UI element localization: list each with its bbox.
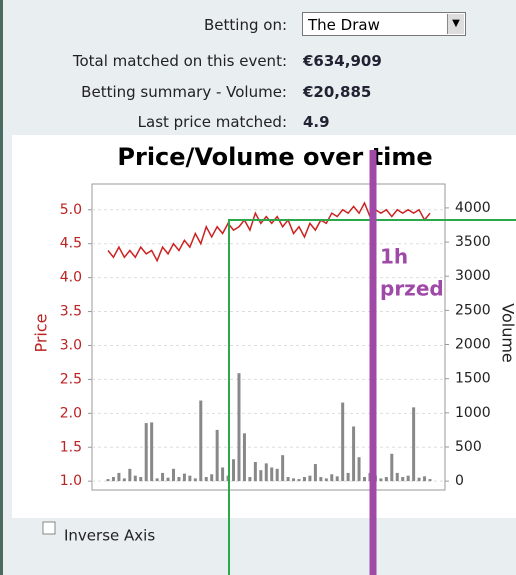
y2-tick-label: 2500: [455, 302, 491, 318]
volume-bar: [275, 468, 279, 482]
volume-bar: [270, 467, 274, 482]
volume-bar: [171, 468, 175, 482]
y-tick-label: 3.5: [60, 304, 82, 320]
chart-title: Price/Volume over time: [117, 143, 432, 171]
volume-bar: [248, 477, 252, 482]
y-tick-label: 1.5: [60, 439, 82, 455]
label: Total matched on this event:: [72, 52, 287, 70]
volume-bar: [319, 477, 323, 482]
volume-bar: [139, 477, 143, 482]
y2-tick-label: 3500: [455, 234, 491, 250]
border: [0, 0, 3, 575]
annotation-box: [228, 219, 516, 575]
volume-bar: [122, 478, 126, 482]
volume-bar: [210, 474, 214, 482]
volume-bar: [199, 400, 203, 482]
volume-bar: [384, 477, 388, 482]
y-axis-label: Price: [32, 313, 51, 352]
volume-bar: [204, 477, 208, 482]
volume-bar: [330, 474, 334, 482]
checkbox-label: Inverse Axis: [64, 527, 155, 545]
volume-bar: [286, 477, 290, 482]
volume-bar: [133, 475, 137, 482]
volume-bar: [363, 477, 367, 482]
checkbox[interactable]: [42, 521, 56, 535]
volume-bar: [417, 477, 421, 482]
volume-bar: [237, 373, 241, 482]
volume-bar: [428, 479, 432, 482]
volume-bar: [335, 476, 339, 482]
volume-bar: [117, 472, 121, 482]
y-tick-label: 4.0: [60, 270, 82, 286]
volume-bar: [302, 477, 306, 482]
y2-axis-label: Volume: [499, 303, 516, 363]
y-tick-label: 2.5: [60, 371, 82, 387]
volume-bar: [242, 433, 246, 482]
y-tick-label: 5.0: [60, 202, 82, 218]
volume-bar: [357, 457, 361, 482]
volume-bar: [297, 479, 301, 482]
volume-bar: [150, 422, 154, 482]
volume-bar: [346, 472, 350, 482]
selection: The Draw: [308, 16, 380, 34]
volume-bar: [161, 472, 165, 482]
value: 4.9: [303, 113, 330, 131]
volume-bar: [406, 475, 410, 482]
annotation-text: przed: [380, 277, 444, 301]
volume-bar: [215, 429, 219, 482]
volume-bar: [292, 478, 296, 482]
volume-bar: [111, 477, 115, 482]
volume-bar: [221, 467, 225, 482]
volume-bar: [144, 423, 148, 482]
volume-bar: [313, 464, 317, 482]
y-tick-label: 1.0: [60, 473, 82, 489]
volume-bar: [166, 477, 170, 482]
y2-tick-label: 3000: [455, 268, 491, 284]
y-tick-label: 4.5: [60, 236, 82, 252]
volume-bar: [352, 426, 356, 482]
y2-tick-label: 2000: [455, 337, 491, 353]
volume-bar: [341, 402, 345, 482]
volume-bar: [390, 453, 394, 482]
value: €634,909: [303, 52, 382, 70]
y-tick-label: 3.0: [60, 337, 82, 353]
label: Last price matched:: [137, 113, 287, 131]
volume-bar: [412, 407, 416, 482]
volume-bar: [423, 476, 427, 482]
volume-bar: [193, 478, 197, 482]
chart-bg: [12, 135, 516, 518]
volume-bar: [155, 478, 159, 482]
volume-bar: [177, 477, 181, 482]
y2-tick-label: 500: [455, 439, 482, 455]
dropdown-arrow[interactable]: ▼: [447, 14, 464, 34]
volume-bar: [395, 472, 399, 482]
volume-bar: [308, 475, 312, 482]
y2-tick-label: 1000: [455, 405, 491, 421]
label: Betting on:: [204, 16, 287, 34]
volume-bar: [259, 470, 263, 482]
volume-bar: [182, 473, 186, 482]
volume-bar: [106, 479, 110, 482]
y2-tick-label: 1500: [455, 371, 491, 387]
volume-bar: [188, 475, 192, 482]
volume-bar: [128, 468, 132, 482]
volume-bar: [379, 478, 383, 482]
volume-bar: [324, 478, 328, 482]
label: Betting summary - Volume:: [81, 83, 287, 101]
volume-bar: [232, 459, 236, 482]
annotation-text: 1h: [380, 245, 408, 269]
y2-tick-label: 0: [455, 473, 464, 489]
value: €20,885: [303, 83, 372, 101]
volume-bar: [253, 461, 257, 482]
y-tick-label: 2.0: [60, 405, 82, 421]
select[interactable]: The Draw ▼: [302, 12, 466, 36]
volume-bar: [264, 463, 268, 482]
y2-tick-label: 4000: [455, 200, 491, 216]
volume-bar: [281, 455, 285, 482]
volume-bar: [401, 477, 405, 482]
plot-frame: [91, 183, 446, 491]
